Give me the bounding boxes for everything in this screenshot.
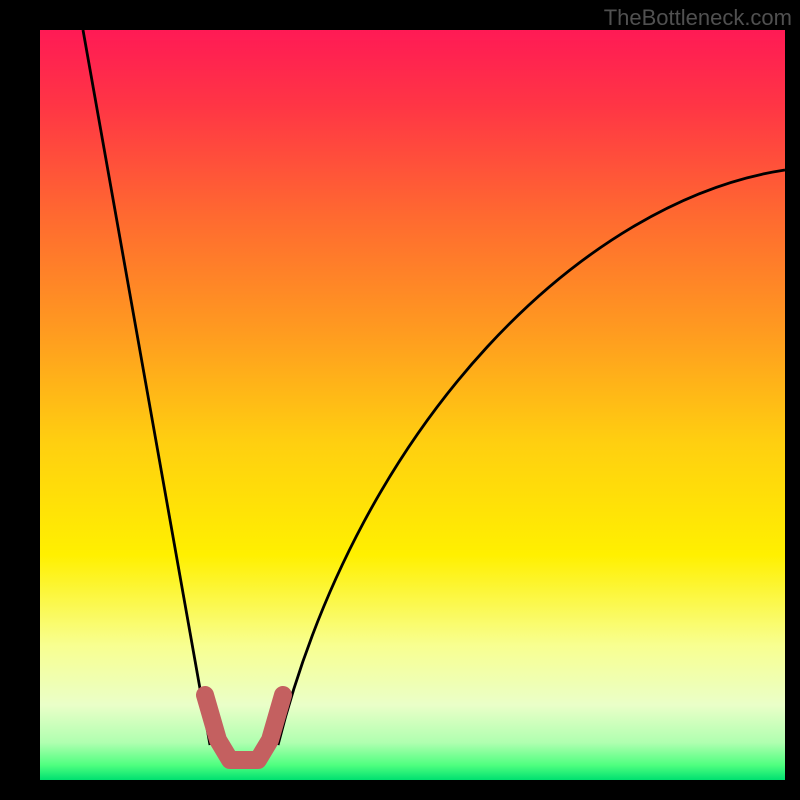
chart-canvas: TheBottleneck.com <box>0 0 800 800</box>
curve-svg <box>0 0 800 800</box>
watermark-text: TheBottleneck.com <box>604 5 792 31</box>
curve-left <box>83 30 210 745</box>
curve-right <box>278 170 785 745</box>
bottom-u <box>205 695 283 760</box>
